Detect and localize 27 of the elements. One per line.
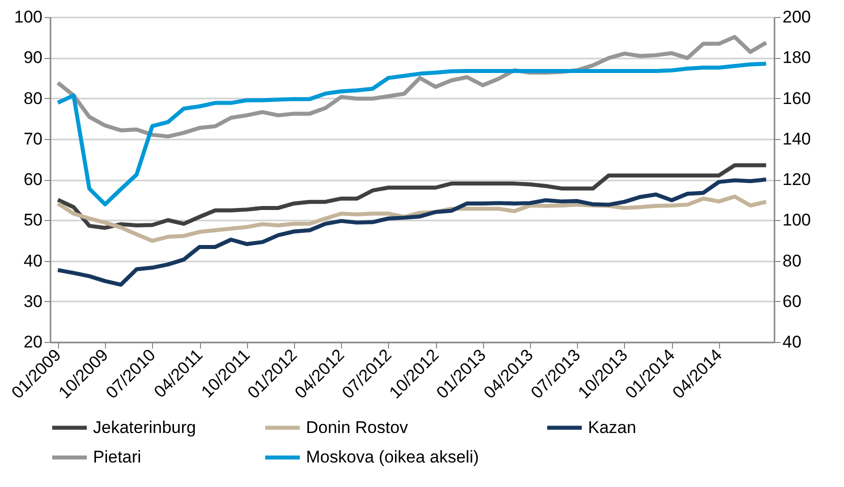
y-tick-label: 40 xyxy=(24,251,42,270)
line-series xyxy=(56,194,768,243)
legend-label: Donin Rostov xyxy=(306,418,409,437)
line-series xyxy=(56,163,768,230)
y2-tick-label: 80 xyxy=(782,251,802,270)
y2-tick-label: 120 xyxy=(782,170,811,189)
y2-tick-label: 100 xyxy=(782,210,811,230)
y2-tick-label: 200 xyxy=(782,8,811,26)
line-series xyxy=(56,62,768,206)
line-series xyxy=(56,178,768,287)
legend-label: Pietari xyxy=(93,448,142,466)
legend-label: Jekaterinburg xyxy=(93,418,196,437)
y-tick-label: 90 xyxy=(24,48,42,68)
y-tick-label: 20 xyxy=(24,332,42,352)
y2-tick-label: 40 xyxy=(782,332,802,352)
y-tick-label: 70 xyxy=(24,129,42,148)
legend-label: Kazan xyxy=(588,418,636,437)
legend-label: Moskova (oikea akseli) xyxy=(306,448,479,466)
y2-tick-label: 180 xyxy=(782,48,811,68)
y-tick-label: 50 xyxy=(24,210,42,230)
y2-tick-label: 160 xyxy=(782,88,811,108)
y-tick-label: 80 xyxy=(24,88,42,108)
y-tick-label: 30 xyxy=(24,292,42,311)
y-tick-label: 60 xyxy=(24,170,42,189)
y2-tick-label: 140 xyxy=(782,129,811,148)
y-tick-label: 100 xyxy=(14,8,42,26)
y2-tick-label: 60 xyxy=(782,292,802,311)
